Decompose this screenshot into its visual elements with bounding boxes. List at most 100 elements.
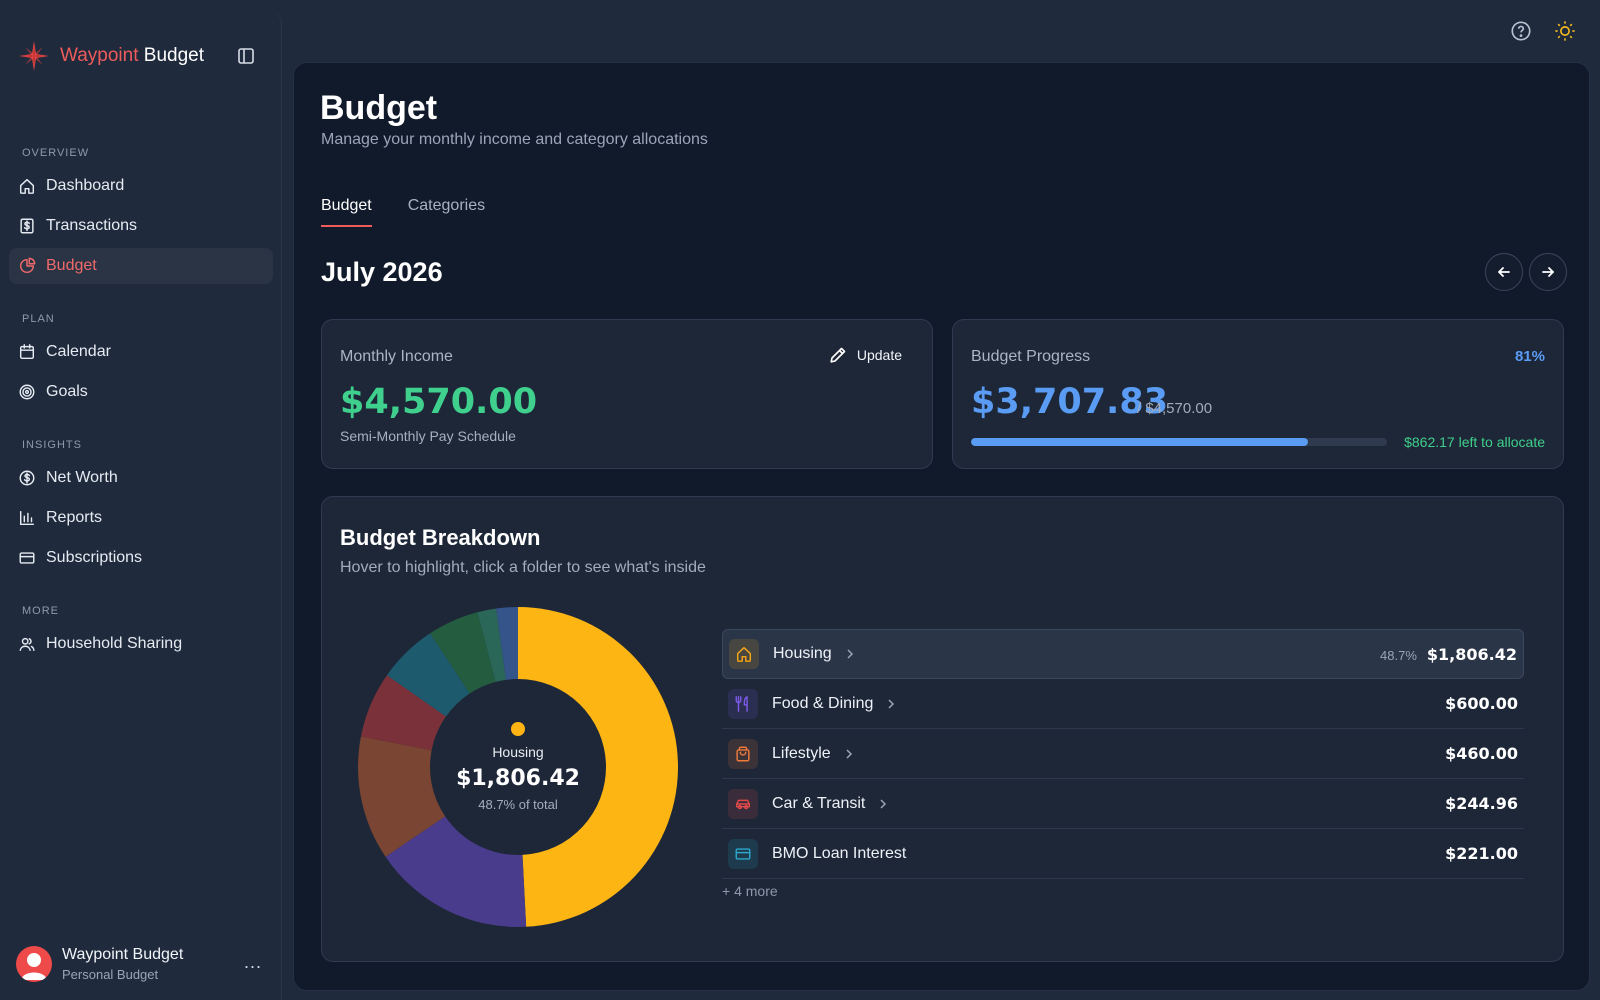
nav-section-more: MORE Household Sharing: [0, 600, 282, 662]
category-values: $600.00: [1445, 694, 1518, 713]
main-panel: Budget Manage your monthly income and ca…: [293, 62, 1590, 991]
update-label: Update: [856, 347, 902, 363]
category-row-food-dining[interactable]: Food & Dining $600.00: [722, 679, 1524, 729]
next-month-button[interactable]: [1529, 253, 1567, 291]
allocated-amount: $3,707.83: [971, 382, 1169, 422]
sidebar-item-subscriptions[interactable]: Subscriptions: [9, 540, 273, 576]
month-nav: [1485, 253, 1567, 291]
category-icon-badge: [728, 688, 758, 719]
utensils-icon: [735, 695, 748, 712]
donut-segment-5[interactable]: [430, 612, 496, 694]
donut-segment-2[interactable]: [358, 736, 446, 857]
chevron-right-icon: [880, 798, 887, 809]
category-name: Food & Dining: [772, 694, 874, 712]
help-icon[interactable]: [1510, 20, 1532, 42]
breakdown-subtitle: Hover to highlight, click a folder to se…: [340, 559, 706, 576]
sidebar-item-household-sharing[interactable]: Household Sharing: [9, 626, 273, 662]
topbar-icons: [1510, 20, 1576, 42]
sidebar-item-label: Budget: [46, 257, 97, 274]
sidebar: Waypoint Budget OVERVIEW Dashboard Transac…: [0, 10, 282, 1000]
donut-segment-0[interactable]: [518, 607, 679, 927]
show-more-link[interactable]: + 4 more: [722, 883, 778, 899]
left-to-allocate: $862.17 left to allocate: [1404, 434, 1545, 450]
brand-name: Waypoint Budget: [60, 45, 205, 66]
sidebar-item-reports[interactable]: Reports: [9, 500, 273, 536]
bar-chart-icon: [19, 510, 35, 526]
sidebar-item-goals[interactable]: Goals: [9, 374, 273, 410]
sidebar-item-label: Calendar: [46, 343, 111, 360]
tab-categories[interactable]: Categories: [407, 197, 486, 214]
sidebar-item-label: Reports: [46, 509, 103, 526]
donut-segment-7[interactable]: [496, 607, 518, 680]
brand[interactable]: Waypoint Budget: [18, 40, 204, 72]
category-amount: $600.00: [1445, 694, 1518, 713]
car-icon: [735, 799, 751, 809]
target-icon: [19, 384, 35, 400]
user-card[interactable]: Waypoint Budget Personal Budget ...: [16, 946, 270, 982]
user-text: Waypoint Budget Personal Budget: [62, 946, 183, 982]
category-row-bmo-loan-interest[interactable]: BMO Loan Interest $221.00: [722, 829, 1524, 879]
category-row-housing[interactable]: Housing 48.7% $1,806.42: [722, 629, 1524, 679]
sidebar-item-net-worth[interactable]: Net Worth: [9, 460, 273, 496]
donut-segment-6[interactable]: [477, 608, 506, 682]
progress-bar-fill: [971, 438, 1308, 446]
category-amount: $460.00: [1445, 744, 1518, 763]
chevron-right-icon: [888, 698, 895, 709]
shopping-bag-icon: [736, 746, 750, 761]
income-total: / $4,570.00: [1137, 400, 1213, 417]
month-title: July 2026: [321, 257, 443, 287]
category-list: Housing 48.7% $1,806.42 Food & Dining $600.0…: [722, 629, 1524, 879]
home-icon: [736, 646, 752, 662]
category-icon-badge: [729, 639, 759, 669]
sidebar-item-transactions[interactable]: Transactions: [9, 208, 273, 244]
category-amount: $244.96: [1445, 794, 1518, 813]
sidebar-item-label: Household Sharing: [46, 635, 183, 652]
category-amount: $1,806.42: [1426, 644, 1517, 664]
receipt-dollar-icon: [20, 218, 34, 234]
nav-section-overview: OVERVIEW Dashboard Transactions Budget: [0, 142, 282, 284]
chevron-right-icon: [847, 649, 853, 659]
sidebar-toggle-icon[interactable]: [236, 46, 256, 66]
income-amount: $4,570.00: [340, 382, 538, 422]
breakdown-title: Budget Breakdown: [340, 525, 541, 550]
donut-segment-3[interactable]: [360, 675, 446, 751]
more-options-icon[interactable]: ...: [243, 952, 262, 972]
budget-progress-card: Budget Progress 81% $3,707.83 / $4,570.0…: [952, 319, 1564, 469]
donut-chart: [358, 607, 679, 927]
category-name: Lifestyle: [772, 744, 831, 762]
category-icon-badge: [728, 838, 758, 869]
sidebar-item-calendar[interactable]: Calendar: [9, 334, 273, 370]
sidebar-item-label: Dashboard: [46, 177, 125, 194]
nav-heading: INSIGHTS: [22, 439, 82, 451]
users-icon: [19, 637, 35, 652]
donut-segment-1[interactable]: [385, 816, 527, 927]
calendar-icon: [19, 344, 35, 360]
update-income-button[interactable]: Update: [829, 346, 902, 364]
credit-card-icon: [19, 552, 35, 564]
page-title: Budget: [320, 89, 438, 127]
pencil-icon: [830, 347, 846, 363]
pie-chart-icon: [19, 257, 36, 274]
nav-heading: PLAN: [22, 313, 55, 325]
progress-label: Budget Progress: [971, 348, 1091, 365]
user-avatar-icon: [21, 953, 47, 980]
tab-budget[interactable]: Budget: [321, 197, 372, 227]
credit-card-icon: [735, 847, 751, 860]
category-row-lifestyle[interactable]: Lifestyle $460.00: [722, 729, 1524, 779]
sidebar-item-budget[interactable]: Budget: [9, 248, 273, 284]
category-name: Car & Transit: [772, 794, 866, 812]
arrow-left-icon: [1498, 267, 1510, 277]
category-values: $221.00: [1445, 844, 1518, 863]
user-subtitle: Personal Budget: [62, 967, 159, 982]
sun-theme-icon[interactable]: [1554, 20, 1576, 42]
category-icon-badge: [728, 788, 758, 819]
previous-month-button[interactable]: [1485, 253, 1523, 291]
sidebar-item-label: Net Worth: [46, 469, 118, 486]
budget-breakdown-card: Budget Breakdown Hover to highlight, cli…: [321, 496, 1564, 962]
avatar: [16, 946, 52, 982]
donut-segment-4[interactable]: [386, 633, 470, 717]
sidebar-item-dashboard[interactable]: Dashboard: [9, 168, 273, 204]
category-row-car-transit[interactable]: Car & Transit $244.96: [722, 779, 1524, 829]
nav-heading: OVERVIEW: [22, 147, 90, 159]
